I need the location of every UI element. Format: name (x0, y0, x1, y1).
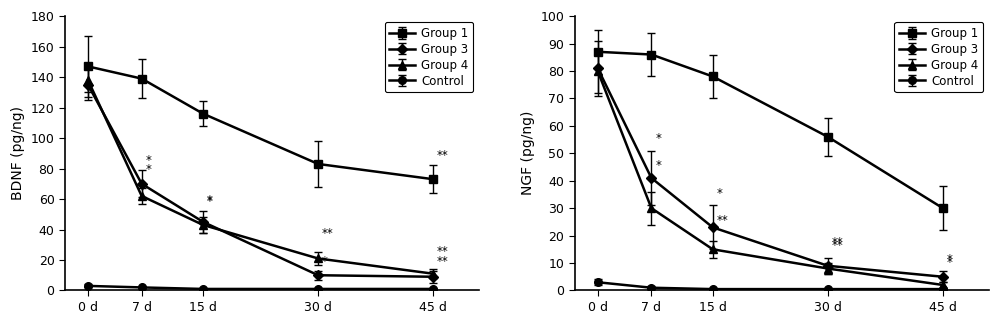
Text: *: * (145, 154, 151, 167)
Text: **: ** (832, 239, 843, 252)
Y-axis label: NGF (pg/ng): NGF (pg/ng) (521, 111, 535, 195)
Legend: Group 1, Group 3, Group 4, Control: Group 1, Group 3, Group 4, Control (894, 22, 983, 92)
Text: *: * (947, 255, 953, 268)
Text: *: * (655, 132, 661, 145)
Text: **: ** (437, 245, 449, 258)
Text: **: ** (437, 150, 449, 162)
Text: **: ** (322, 227, 334, 240)
Text: *: * (947, 253, 953, 266)
Text: *: * (207, 195, 213, 208)
Text: *: * (145, 163, 151, 176)
Text: **: ** (832, 236, 843, 249)
Text: **: ** (717, 214, 728, 227)
Text: *: * (207, 194, 213, 207)
Legend: Group 1, Group 3, Group 4, Control: Group 1, Group 3, Group 4, Control (385, 22, 473, 92)
Text: *: * (322, 254, 328, 267)
Text: *: * (655, 160, 661, 173)
Text: **: ** (437, 254, 449, 267)
Y-axis label: BDNF (pg/ng): BDNF (pg/ng) (11, 106, 25, 200)
Text: *: * (717, 187, 722, 200)
